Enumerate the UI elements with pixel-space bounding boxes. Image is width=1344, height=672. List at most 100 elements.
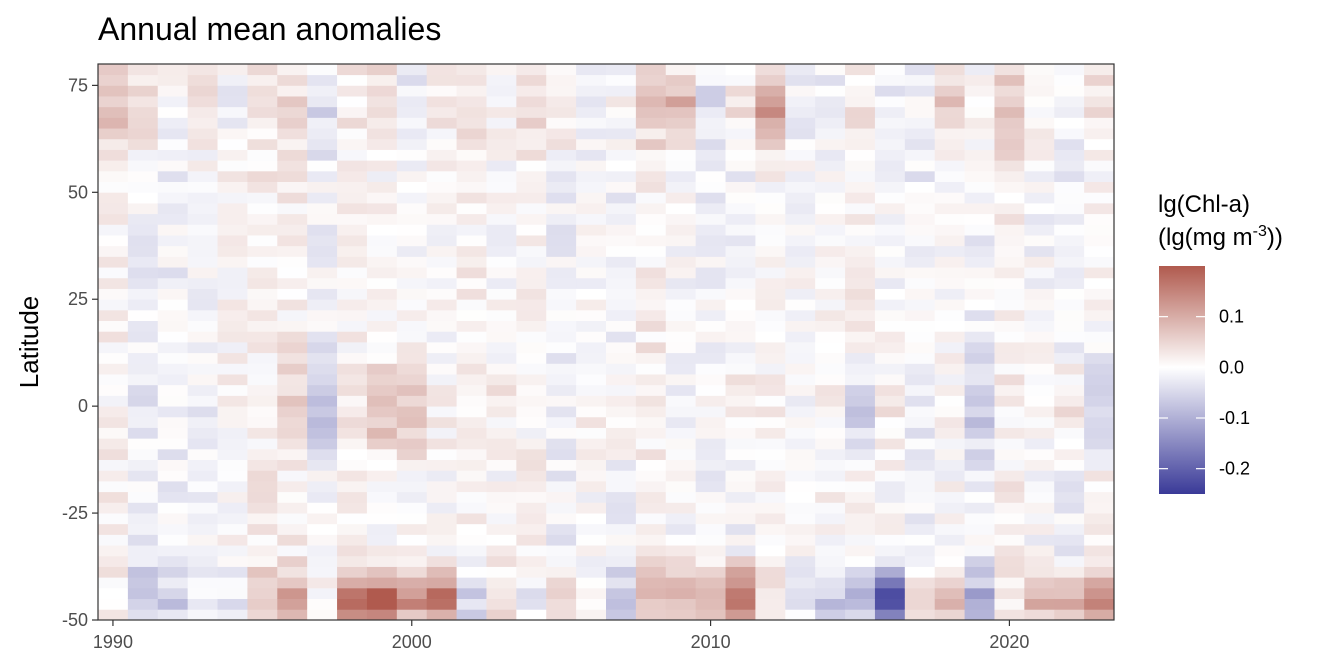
heatmap-cell bbox=[964, 235, 995, 247]
heatmap-cell bbox=[665, 587, 697, 600]
heatmap-cell bbox=[874, 138, 906, 150]
heatmap-cell bbox=[546, 213, 577, 225]
heatmap-cell bbox=[307, 566, 338, 578]
heatmap-cell bbox=[576, 170, 607, 183]
heatmap-cell bbox=[695, 513, 726, 525]
heatmap-cell bbox=[516, 235, 547, 247]
heatmap-cell bbox=[277, 534, 308, 546]
heatmap-cell bbox=[277, 64, 308, 76]
heatmap-cell bbox=[1054, 374, 1085, 386]
heatmap-cell bbox=[247, 523, 278, 535]
heatmap-cell bbox=[426, 128, 457, 140]
heatmap-cell bbox=[1054, 74, 1085, 86]
heatmap-cell bbox=[546, 160, 577, 172]
heatmap-cell bbox=[755, 149, 786, 161]
heatmap-cell bbox=[307, 481, 338, 493]
heatmap-cell bbox=[635, 160, 667, 172]
heatmap-cell bbox=[845, 64, 876, 76]
heatmap-cell bbox=[576, 331, 607, 343]
heatmap-cell bbox=[247, 128, 278, 140]
heatmap-cell bbox=[665, 64, 697, 76]
heatmap-cell bbox=[845, 85, 876, 97]
heatmap-cell bbox=[98, 545, 129, 557]
heatmap-cell bbox=[426, 117, 457, 129]
heatmap-cell bbox=[187, 203, 218, 215]
heatmap-cell bbox=[576, 513, 607, 525]
heatmap-cell bbox=[277, 374, 308, 386]
heatmap-cell bbox=[456, 523, 487, 535]
heatmap-cell bbox=[486, 288, 517, 300]
heatmap-cell bbox=[785, 513, 816, 525]
heatmap-cell bbox=[217, 309, 248, 322]
heatmap-cell bbox=[98, 160, 129, 172]
heatmap-cell bbox=[486, 438, 517, 450]
heatmap-cell bbox=[366, 555, 398, 567]
heatmap-cell bbox=[934, 395, 965, 407]
heatmap-cell bbox=[187, 106, 218, 118]
heatmap-cell bbox=[904, 160, 936, 172]
heatmap-cell bbox=[456, 534, 487, 546]
heatmap-cell bbox=[845, 555, 876, 567]
heatmap-cell bbox=[665, 106, 697, 118]
heatmap-cell bbox=[695, 566, 726, 578]
heatmap-cell bbox=[695, 534, 726, 546]
y-tick-label: -50 bbox=[62, 610, 88, 630]
heatmap-cell bbox=[964, 491, 995, 503]
heatmap-cell bbox=[845, 448, 876, 461]
heatmap-cell bbox=[1054, 331, 1085, 343]
heatmap-cell bbox=[695, 213, 726, 225]
heatmap-cell bbox=[1054, 363, 1085, 375]
heatmap-cell bbox=[426, 138, 457, 150]
heatmap-cell bbox=[725, 555, 756, 567]
heatmap-cell bbox=[635, 513, 667, 525]
heatmap-cell bbox=[1054, 106, 1085, 118]
heatmap-cell bbox=[934, 331, 965, 343]
heatmap-cell bbox=[845, 545, 876, 557]
heatmap-cell bbox=[755, 374, 786, 386]
heatmap-cell bbox=[994, 203, 1025, 215]
heatmap-cell bbox=[635, 502, 667, 514]
heatmap-cell bbox=[127, 64, 159, 76]
heatmap-cell bbox=[635, 277, 667, 289]
heatmap-cell bbox=[277, 256, 308, 268]
heatmap-cell bbox=[337, 470, 368, 482]
heatmap-cell bbox=[1054, 117, 1085, 129]
heatmap-cell bbox=[516, 448, 547, 461]
heatmap-cell bbox=[337, 416, 368, 428]
heatmap-cell bbox=[635, 320, 667, 332]
heatmap-cell bbox=[366, 566, 398, 578]
heatmap-cell bbox=[157, 267, 189, 279]
heatmap-cell bbox=[98, 406, 129, 418]
heatmap-cell bbox=[127, 74, 159, 86]
heatmap-cell bbox=[516, 470, 547, 482]
heatmap-cell bbox=[127, 406, 159, 418]
heatmap-cell bbox=[1084, 85, 1115, 97]
heatmap-cell bbox=[994, 545, 1025, 557]
heatmap-cell bbox=[396, 470, 428, 482]
heatmap-cell bbox=[994, 320, 1025, 332]
heatmap-cell bbox=[755, 160, 786, 172]
legend-title-suffix: )) bbox=[1267, 224, 1283, 251]
heatmap-cell bbox=[606, 566, 637, 578]
heatmap-cell bbox=[845, 309, 876, 322]
heatmap-cell bbox=[426, 459, 457, 471]
heatmap-cell bbox=[815, 320, 846, 332]
heatmap-cell bbox=[1084, 138, 1115, 150]
heatmap-cell bbox=[217, 170, 248, 183]
heatmap-cell bbox=[815, 459, 846, 471]
heatmap-cell bbox=[904, 192, 936, 204]
heatmap-cell bbox=[456, 555, 487, 567]
heatmap-cell bbox=[904, 170, 936, 183]
heatmap-cell bbox=[157, 320, 189, 332]
heatmap-cell bbox=[755, 235, 786, 247]
heatmap-cell bbox=[874, 577, 906, 589]
heatmap-cell bbox=[1084, 395, 1115, 407]
heatmap-cell bbox=[247, 577, 278, 589]
heatmap-cell bbox=[1084, 470, 1115, 482]
heatmap-cell bbox=[157, 374, 189, 386]
heatmap-cell bbox=[486, 160, 517, 172]
heatmap-cell bbox=[277, 138, 308, 150]
heatmap-cell bbox=[665, 181, 697, 193]
heatmap-cell bbox=[217, 288, 248, 300]
heatmap-cell bbox=[964, 96, 995, 108]
